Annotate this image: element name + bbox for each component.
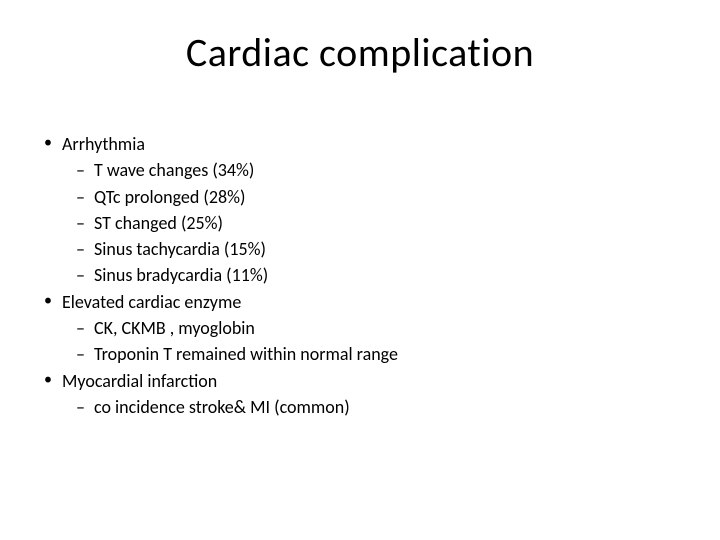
bullet-l1: Arrhythmia (38, 132, 682, 156)
slide: Cardiac complication Arrhythmia T wave c… (0, 0, 720, 540)
bullet-l2: Sinus tachycardia (15%) (38, 237, 682, 261)
bullet-l2: ST changed (25%) (38, 211, 682, 235)
slide-title: Cardiac complication (0, 28, 720, 77)
bullet-l1: Elevated cardiac enzyme (38, 290, 682, 314)
bullet-text: CK, CKMB , myoglobin (94, 317, 255, 339)
bullet-text: Sinus tachycardia (15%) (94, 238, 266, 260)
bullet-l2: co incidence stroke& MI (common) (38, 395, 682, 419)
bullet-text: Myocardial infarction (62, 370, 217, 392)
bullet-text: QTc prolonged (28%) (94, 186, 245, 208)
bullet-text: ST changed (25%) (94, 212, 223, 234)
bullet-text: co incidence stroke& MI (common) (94, 396, 350, 418)
bullet-text: Arrhythmia (62, 133, 145, 155)
bullet-text: T wave changes (34%) (94, 159, 254, 181)
bullet-text: Troponin T remained within normal range (94, 343, 398, 365)
bullet-l2: Troponin T remained within normal range (38, 342, 682, 366)
bullet-text: Elevated cardiac enzyme (62, 291, 241, 313)
bullet-text: Sinus bradycardia (11%) (94, 264, 268, 286)
bullet-l1: Myocardial infarction (38, 369, 682, 393)
slide-content: Arrhythmia T wave changes (34%) QTc prol… (38, 132, 682, 421)
bullet-l2: T wave changes (34%) (38, 158, 682, 182)
bullet-l2: Sinus bradycardia (11%) (38, 263, 682, 287)
bullet-l2: CK, CKMB , myoglobin (38, 316, 682, 340)
bullet-l2: QTc prolonged (28%) (38, 185, 682, 209)
